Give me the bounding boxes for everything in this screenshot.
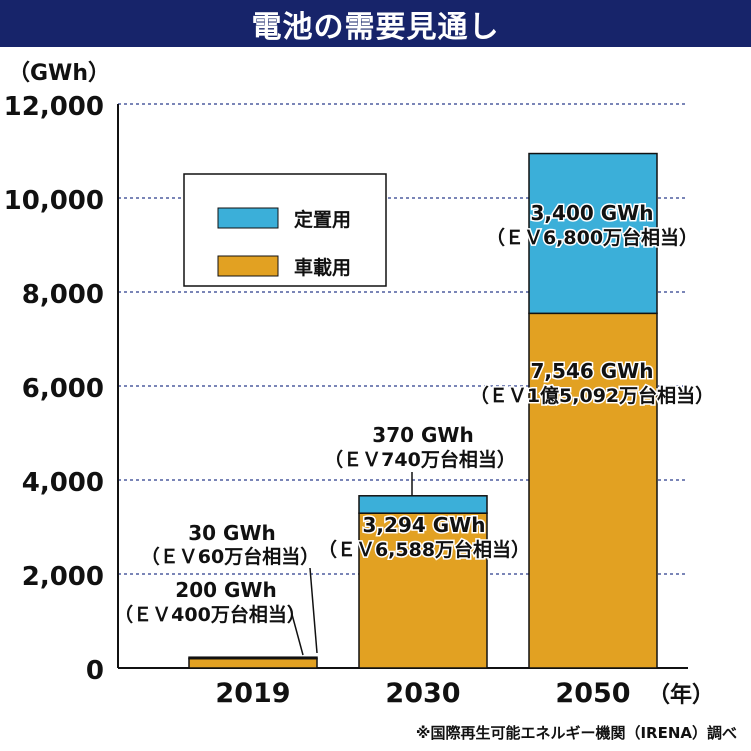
bar-vehicle-2050 [528,312,658,669]
y-tick-label-8000: 8,000 [22,280,104,310]
legend-label-stationary: 定置用 [294,208,351,231]
leader-line-stationary-2019 [309,567,318,654]
legend-swatch-vehicle [217,255,279,277]
y-axis-unit-label: （GWh） [8,61,110,86]
data-label-stationary-2030-ev: （ＥＶ740万台相当） [324,448,516,471]
chart-title: 電池の需要見通し [251,9,500,45]
data-label-vehicle-2030-ev: （ＥＶ6,588万台相当） [318,538,530,561]
y-tick-label-2000: 2,000 [22,562,104,592]
legend-swatch-stationary [217,207,279,229]
data-label-stationary-2019-value: 30 GWh [188,521,276,545]
bar-vehicle-2030 [358,512,488,669]
y-tick-label-10000: 10,000 [4,186,104,216]
data-label-stationary-2050-ev: （ＥＶ6,800万台相当） [486,226,698,249]
legend-label-vehicle: 車載用 [294,256,351,279]
data-label-vehicle-2050-value: 7,546 GWh [531,359,654,383]
data-label-vehicle-2030-value: 3,294 GWh [363,513,486,537]
x-tick-label-2050: 2050 [555,678,630,709]
y-tick-label-4000: 4,000 [22,468,104,498]
y-tick-label-12000: 12,000 [4,92,104,122]
chart-title-bar: 電池の需要見通し [0,0,751,47]
bar-stationary-2030 [358,495,488,514]
data-label-stationary-2019-ev: （ＥＶ60万台相当） [141,545,319,568]
y-tick-label-0: 0 [86,656,104,686]
bar-vehicle-2019 [188,657,318,669]
x-tick-label-2030: 2030 [385,678,460,709]
data-label-stationary-2050-value: 3,400 GWh [531,201,654,225]
x-axis-year-suffix: （年） [648,682,714,708]
legend-box [183,173,387,287]
data-label-vehicle-2050-ev: （ＥＶ1億5,092万台相当） [470,384,714,407]
x-tick-label-2019: 2019 [215,678,290,709]
bar-stationary-2050 [528,152,658,315]
source-note: ※国際再生可能エネルギー機関（IRENA）調べ [415,724,737,742]
leader-line-vehicle-2019 [289,606,304,656]
data-label-vehicle-2019-value: 200 GWh [175,578,276,602]
y-tick-label-6000: 6,000 [22,374,104,404]
data-label-stationary-2030-value: 370 GWh [372,423,473,447]
bar-stationary-2019 [188,656,318,660]
data-label-vehicle-2019-ev: （ＥＶ400万台相当） [114,603,306,626]
